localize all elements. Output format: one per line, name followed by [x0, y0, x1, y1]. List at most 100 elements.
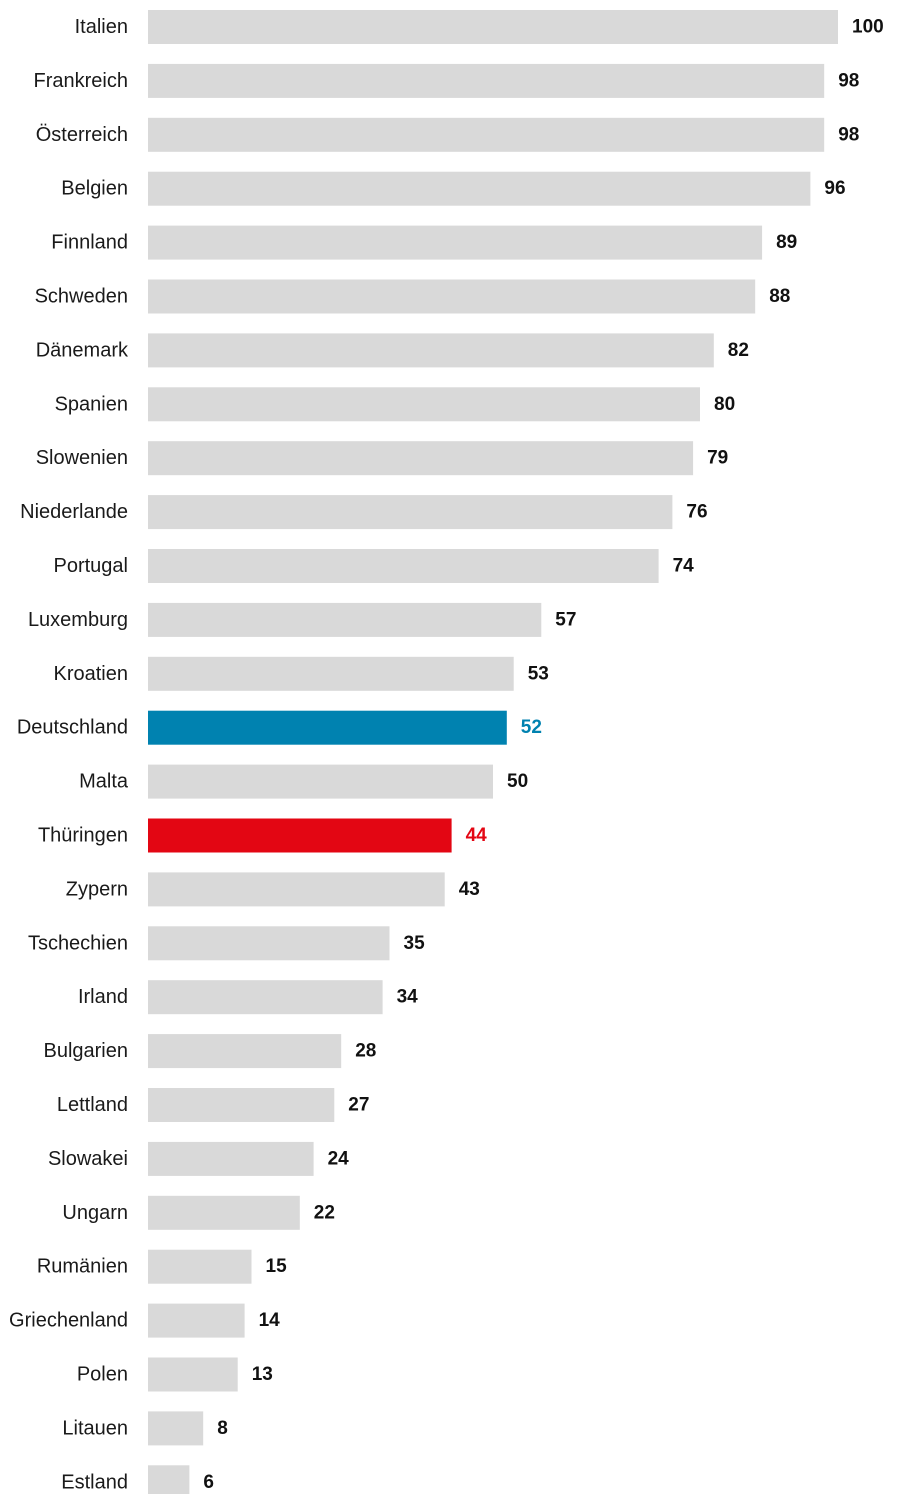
category-label: Thüringen — [38, 825, 128, 847]
bar-row: Italien 100 — [75, 10, 884, 44]
value-label: 28 — [355, 1041, 376, 1062]
bar-row: Griechenland 14 — [9, 1303, 281, 1338]
bar-row: Österreich 98 — [36, 117, 859, 152]
category-label: Portugal — [54, 555, 129, 577]
bar — [148, 117, 825, 152]
bar — [148, 1088, 335, 1122]
category-label: Finnland — [51, 232, 128, 254]
bar-row: Belgien 96 — [61, 171, 846, 206]
bar — [148, 764, 493, 799]
bar-row: Kroatien 53 — [54, 656, 549, 691]
value-label: 98 — [838, 70, 859, 91]
bar — [148, 818, 452, 853]
value-label: 88 — [769, 286, 790, 307]
value-label: 6 — [203, 1472, 214, 1493]
category-label: Spanien — [55, 393, 128, 415]
bar-row: Bulgarien 28 — [43, 1034, 376, 1069]
bar — [148, 1465, 190, 1494]
bar — [148, 980, 383, 1015]
bar-row: Zypern 43 — [66, 872, 480, 907]
bar-row: Tschechien 35 — [28, 926, 426, 961]
bar — [148, 1141, 314, 1176]
value-label: 27 — [348, 1095, 369, 1116]
bar — [148, 926, 390, 961]
value-label: 44 — [466, 825, 488, 846]
bar-row: Frankreich 98 — [34, 63, 859, 98]
bar-row: Polen 13 — [77, 1357, 273, 1392]
category-label: Niederlande — [20, 501, 128, 523]
bar-row: Dänemark 82 — [36, 333, 749, 368]
bar — [148, 333, 714, 368]
value-label: 15 — [266, 1256, 288, 1277]
category-label: Österreich — [36, 124, 128, 146]
bar — [148, 710, 507, 745]
bar — [148, 549, 659, 583]
category-label: Litauen — [62, 1417, 128, 1439]
value-label: 53 — [528, 663, 549, 684]
category-label: Estland — [61, 1471, 128, 1493]
bar — [148, 171, 811, 206]
category-label: Lettland — [57, 1094, 128, 1116]
bar — [148, 441, 694, 476]
bar-row: Ungarn 22 — [62, 1195, 335, 1230]
value-label: 34 — [397, 987, 419, 1008]
bar-row: Irland 34 — [78, 980, 419, 1015]
bar-row: Malta 50 — [79, 764, 528, 799]
bar-row: Spanien 80 — [55, 387, 735, 422]
bar-row: Portugal 74 — [54, 549, 695, 583]
category-label: Irland — [78, 986, 128, 1008]
value-label: 43 — [459, 879, 480, 900]
bar-row: Thüringen 44 — [38, 818, 488, 853]
value-label: 24 — [328, 1148, 350, 1169]
category-label: Rumänien — [37, 1256, 128, 1278]
bar — [148, 495, 673, 530]
value-label: 76 — [686, 502, 707, 523]
bar — [148, 656, 514, 691]
value-label: 14 — [259, 1310, 281, 1331]
bar — [148, 1195, 300, 1230]
bar-row: Estland 6 — [61, 1465, 214, 1494]
category-label: Frankreich — [34, 70, 128, 92]
bar — [148, 1249, 252, 1284]
category-label: Deutschland — [17, 717, 128, 739]
category-label: Schweden — [35, 286, 128, 308]
value-label: 96 — [824, 178, 845, 199]
value-label: 13 — [252, 1364, 273, 1385]
value-label: 98 — [838, 124, 859, 145]
category-label: Tschechien — [28, 932, 128, 954]
value-label: 82 — [728, 340, 749, 361]
bar-row: Slowenien 79 — [36, 441, 728, 476]
value-label: 89 — [776, 232, 797, 253]
category-label: Slowakei — [48, 1148, 128, 1170]
bar — [148, 387, 700, 422]
bar-row: Lettland 27 — [57, 1088, 369, 1122]
bar-row: Rumänien 15 — [37, 1249, 288, 1284]
bar-row: Deutschland 52 — [17, 710, 542, 745]
bar-row: Schweden 88 — [35, 279, 790, 314]
category-label: Kroatien — [54, 663, 129, 685]
category-label: Dänemark — [36, 339, 129, 361]
bar — [148, 602, 542, 637]
value-label: 80 — [714, 394, 735, 415]
category-label: Polen — [77, 1364, 128, 1386]
bar-row: Finnland 89 — [51, 225, 797, 260]
value-label: 74 — [673, 556, 695, 577]
value-label: 35 — [404, 933, 426, 954]
category-label: Ungarn — [62, 1202, 128, 1224]
value-label: 52 — [521, 717, 542, 738]
bar — [148, 63, 825, 98]
bar — [148, 10, 838, 44]
bar — [148, 225, 763, 260]
bar-row: Luxemburg 57 — [28, 602, 576, 637]
bar — [148, 1034, 342, 1069]
value-label: 22 — [314, 1202, 335, 1223]
value-label: 8 — [217, 1418, 228, 1439]
bar — [148, 1357, 238, 1392]
value-label: 50 — [507, 771, 528, 792]
category-label: Belgien — [61, 178, 128, 200]
category-label: Italien — [75, 16, 128, 38]
category-label: Luxemburg — [28, 609, 128, 631]
value-label: 100 — [852, 17, 884, 38]
bar — [148, 1411, 204, 1446]
value-label: 79 — [707, 448, 728, 469]
